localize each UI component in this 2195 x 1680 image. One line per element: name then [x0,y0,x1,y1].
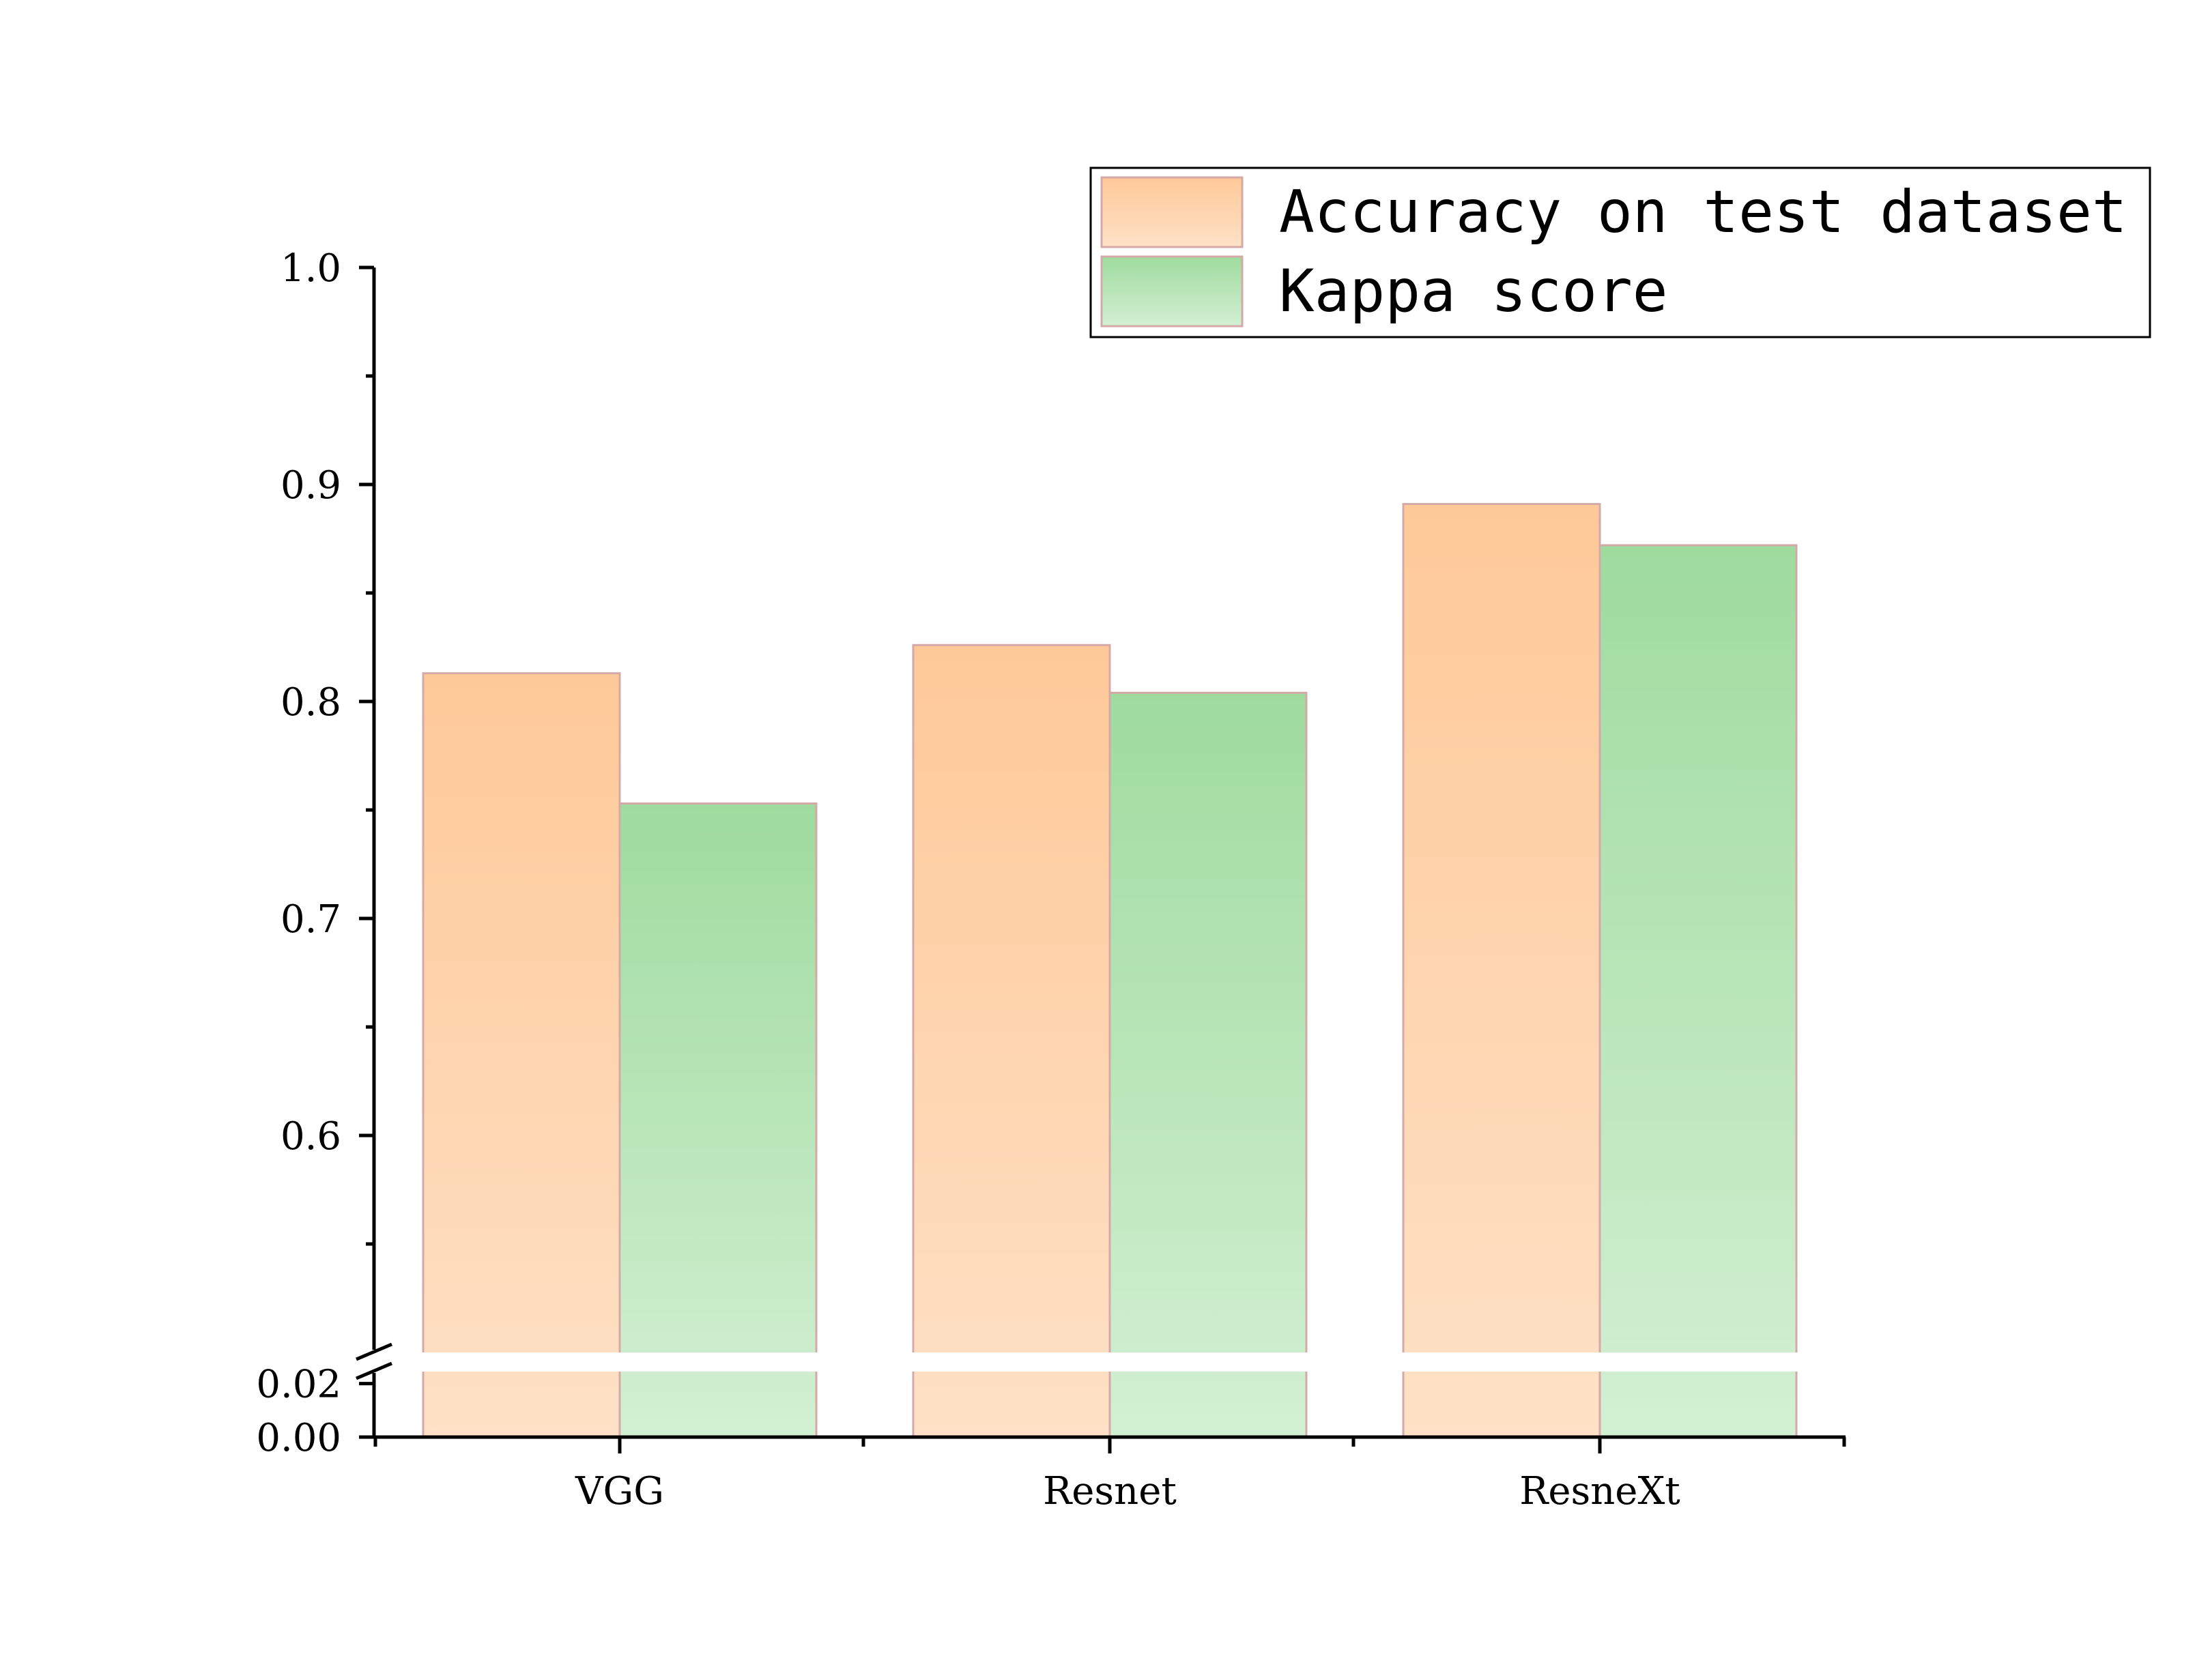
axis-break-mark [356,1342,392,1361]
x-tick-label-vgg: VGG [575,1469,664,1514]
x-tick-label-resnet: Resnet [1043,1469,1177,1514]
axis-break-gap [419,1352,1801,1372]
y-tick-label: 0.7 [281,897,341,942]
legend-label-0: Accuracy on test dataset [1279,178,2127,246]
bar-resnext-series-0 [1402,503,1601,1438]
x-tick-label-resnext: ResneXt [1519,1469,1680,1514]
y-tick-label: 0.02 [256,1363,341,1407]
bar-vgg-series-1 [618,802,818,1438]
bar-resnet-series-1 [1108,691,1308,1438]
bar-vgg-series-0 [422,672,621,1438]
legend-swatch-1 [1100,255,1244,328]
bar-resnext-series-1 [1598,544,1798,1438]
axes [356,265,1846,1453]
y-tick-label: 0.6 [281,1114,341,1159]
bars-layer [419,503,1801,1438]
bar-resnet-series-0 [912,643,1111,1438]
legend-label-1: Kappa score [1279,257,1668,325]
y-tick-label: 0.9 [281,463,341,508]
legend-box [1089,166,2151,338]
legend-swatch-0 [1100,176,1244,248]
legend: Accuracy on test dataset Kappa score [1089,166,2151,338]
tick-labels: 0.6 0.7 0.8 0.9 1.0 0.00 0.02 VGG Resnet ResneXt [256,246,1680,1514]
axis-break-mark [356,1361,392,1380]
y-tick-label: 0.8 [281,680,341,725]
y-tick-label: 1.0 [281,246,341,291]
y-tick-label: 0.00 [256,1416,341,1460]
